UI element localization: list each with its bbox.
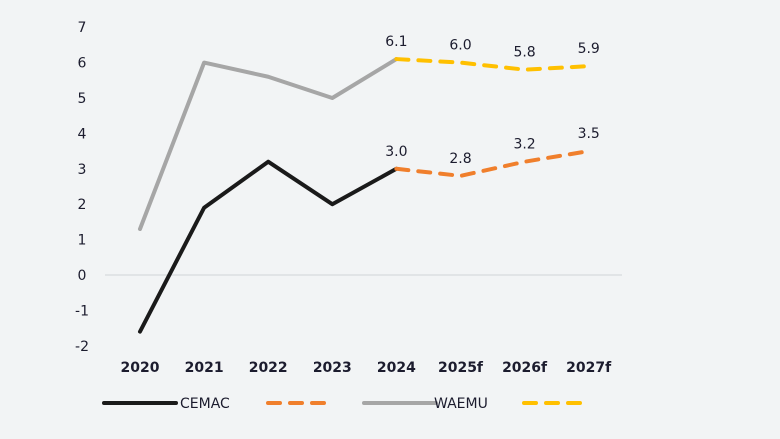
series-line-cemac — [138, 159, 399, 334]
y-tick-label: 1 — [78, 233, 87, 249]
x-tick-label: 2024 — [377, 360, 416, 376]
data-label: 3.2 — [513, 137, 535, 153]
y-tick-label: -1 — [75, 303, 89, 319]
y-tick-label: 0 — [78, 268, 87, 284]
data-label: 6.1 — [385, 34, 407, 50]
y-tick-label: 7 — [78, 20, 87, 36]
y-tick-label: 6 — [78, 56, 87, 72]
data-label: 2.8 — [449, 151, 471, 167]
forecast-line-waemu — [394, 57, 591, 72]
data-label: 5.8 — [513, 45, 535, 61]
data-label: 3.5 — [578, 126, 600, 142]
x-tick-label: 2026f — [502, 360, 548, 376]
legend-label: CEMAC — [180, 396, 230, 412]
y-tick-label: -2 — [75, 339, 89, 355]
y-tick-label: 3 — [78, 162, 87, 178]
data-label: 6.0 — [449, 38, 471, 54]
x-tick-label: 2022 — [249, 360, 288, 376]
series-line-waemu — [138, 57, 399, 231]
x-tick-label: 2023 — [313, 360, 352, 376]
data-label: 3.0 — [385, 144, 407, 160]
data-label: 5.9 — [578, 41, 600, 57]
y-tick-label: 4 — [78, 126, 87, 142]
y-tick-label: 5 — [78, 91, 87, 107]
legend-label: WAEMU — [434, 396, 488, 412]
x-tick-label: 2025f — [438, 360, 484, 376]
x-tick-label: 2020 — [121, 360, 160, 376]
y-tick-label: 2 — [78, 197, 87, 213]
x-tick-label: 2021 — [185, 360, 224, 376]
forecast-line-cemac — [394, 149, 591, 178]
x-tick-label: 2027f — [566, 360, 612, 376]
